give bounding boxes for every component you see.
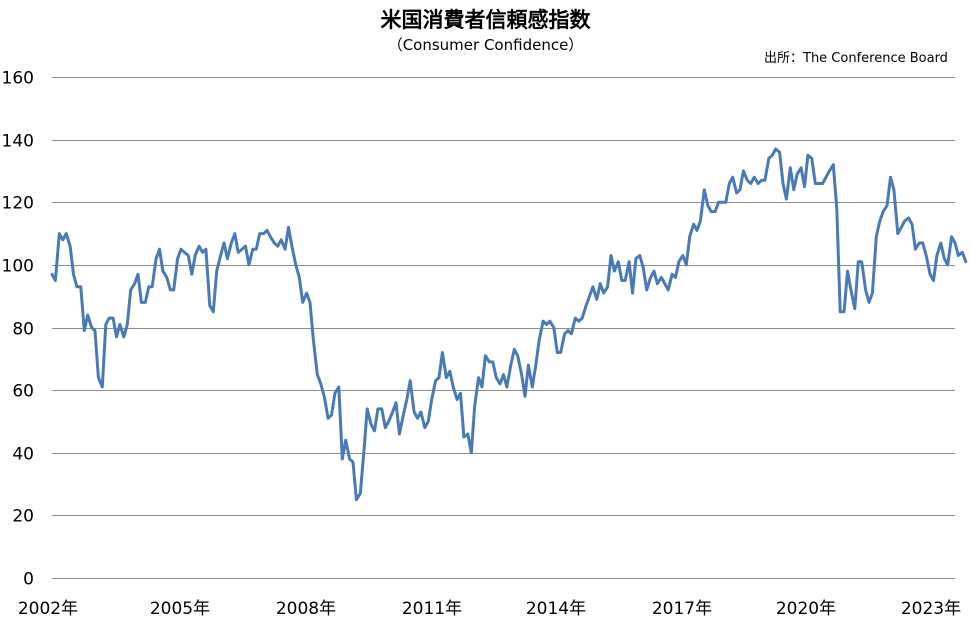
y-tick-label: 80 — [12, 320, 34, 340]
x-tick-label: 2002年 — [18, 599, 78, 619]
y-tick-label: 160 — [2, 69, 34, 89]
x-tick-label: 2014年 — [526, 599, 586, 619]
y-tick-label: 100 — [2, 257, 34, 277]
x-tick-label: 2008年 — [276, 599, 336, 619]
chart-title: 米国消費者信頼感指数 — [380, 8, 591, 32]
chart-source: 出所：The Conference Board — [764, 51, 948, 66]
series-line — [50, 147, 968, 502]
y-tick-label: 20 — [12, 507, 34, 527]
y-tick-label: 0 — [23, 570, 34, 590]
series — [50, 147, 968, 502]
y-tick-label: 120 — [2, 194, 34, 214]
y-tick-label: 40 — [12, 445, 34, 465]
chart-subtitle: （Consumer Confidence） — [387, 36, 584, 54]
x-tick-label: 2005年 — [150, 599, 210, 619]
x-tick-label: 2023年 — [901, 599, 961, 619]
x-axis: 2002年 2005年 2008年 2011年 2014年 2017年 2020年 2023年 — [18, 599, 961, 619]
gridlines — [52, 77, 955, 579]
y-tick-label: 140 — [2, 132, 34, 152]
x-tick-label: 2017年 — [652, 599, 712, 619]
y-axis: 0 20 40 60 80 100 120 140 160 — [2, 69, 34, 590]
y-tick-label: 60 — [12, 382, 34, 402]
x-tick-label: 2011年 — [402, 599, 462, 619]
x-tick-label: 2020年 — [776, 599, 836, 619]
